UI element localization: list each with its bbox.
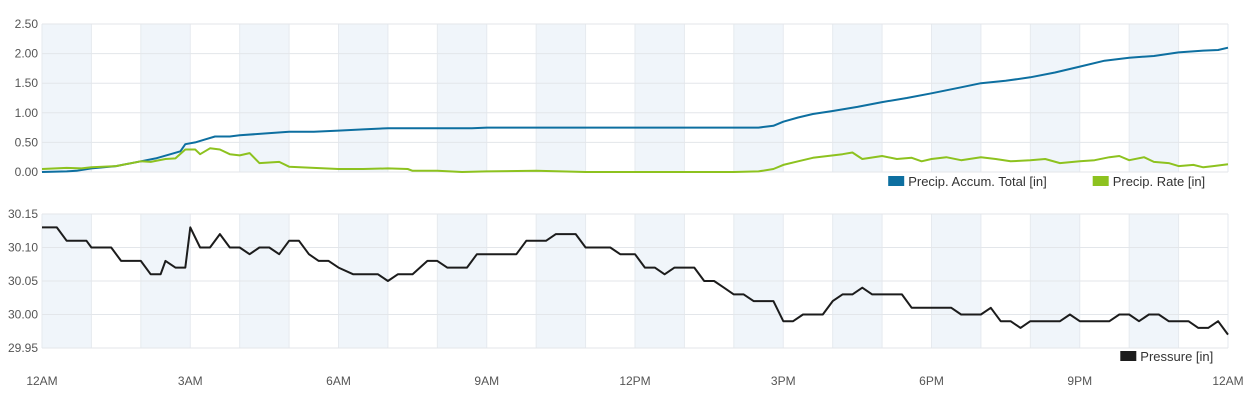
hour-band bbox=[635, 24, 685, 172]
hour-band bbox=[733, 24, 784, 172]
y-tick-label: 30.00 bbox=[8, 308, 38, 322]
chart-panel-1: 0.00 0.50 1.00 1.50 2.00 2.50 Precip. Rate [in… bbox=[15, 17, 1229, 189]
x-tick-label: 12AM bbox=[1212, 374, 1243, 388]
legend-item[interactable]: Pressure [in] bbox=[1120, 349, 1213, 364]
hour-band bbox=[338, 24, 388, 172]
legend-swatch bbox=[1120, 351, 1137, 361]
hour-band bbox=[1030, 24, 1080, 172]
hour-band bbox=[42, 24, 92, 172]
hour-band bbox=[140, 24, 191, 172]
y-tick-label: 30.10 bbox=[8, 241, 38, 255]
x-tick-label: 3PM bbox=[771, 374, 796, 388]
y-tick-label: 29.95 bbox=[8, 341, 38, 355]
y-tick-label: 0.00 bbox=[15, 165, 39, 179]
legend-label: Precip. Rate [in] bbox=[1113, 174, 1206, 189]
legend-item[interactable]: Precip. Accum. Total [in] bbox=[888, 174, 1047, 189]
legend-swatch bbox=[1092, 176, 1109, 186]
y-tick-label: 30.05 bbox=[8, 274, 38, 288]
x-tick-label: 9AM bbox=[474, 374, 499, 388]
hour-band bbox=[832, 24, 883, 172]
y-tick-label: 1.50 bbox=[15, 76, 39, 90]
x-tick-label: 6PM bbox=[919, 374, 944, 388]
chart-panel-2: 29.95 30.00 30.05 30.10 30.15 Pressure [in] bbox=[8, 207, 1229, 364]
legend-label: Pressure [in] bbox=[1140, 349, 1213, 364]
legend-label: Precip. Accum. Total [in] bbox=[908, 174, 1046, 189]
x-tick-label: 12AM bbox=[26, 374, 57, 388]
y-tick-label: 2.50 bbox=[15, 17, 39, 31]
hour-band bbox=[931, 24, 981, 172]
hour-band bbox=[239, 24, 290, 172]
y-tick-label: 30.15 bbox=[8, 207, 38, 221]
legend-item[interactable]: Precip. Rate [in] bbox=[1092, 174, 1206, 189]
y-tick-label: 2.00 bbox=[15, 47, 39, 61]
hour-band bbox=[536, 24, 586, 172]
x-tick-label: 9PM bbox=[1067, 374, 1092, 388]
series-line-1 bbox=[42, 226, 1229, 336]
x-axis: 12AM 3AM 6AM 9AM 12PM 3PM 6PM 9PM 12AM bbox=[26, 374, 1243, 388]
hour-band bbox=[437, 24, 487, 172]
x-tick-label: 3AM bbox=[178, 374, 203, 388]
series-line-1 bbox=[41, 46, 1229, 173]
x-tick-label: 6AM bbox=[326, 374, 351, 388]
legend-swatch bbox=[888, 176, 905, 186]
y-tick-label: 1.00 bbox=[15, 106, 39, 120]
x-tick-label: 12PM bbox=[619, 374, 650, 388]
series-line-2 bbox=[41, 147, 1229, 173]
y-tick-label: 0.50 bbox=[15, 135, 39, 149]
hour-band bbox=[1129, 24, 1179, 172]
